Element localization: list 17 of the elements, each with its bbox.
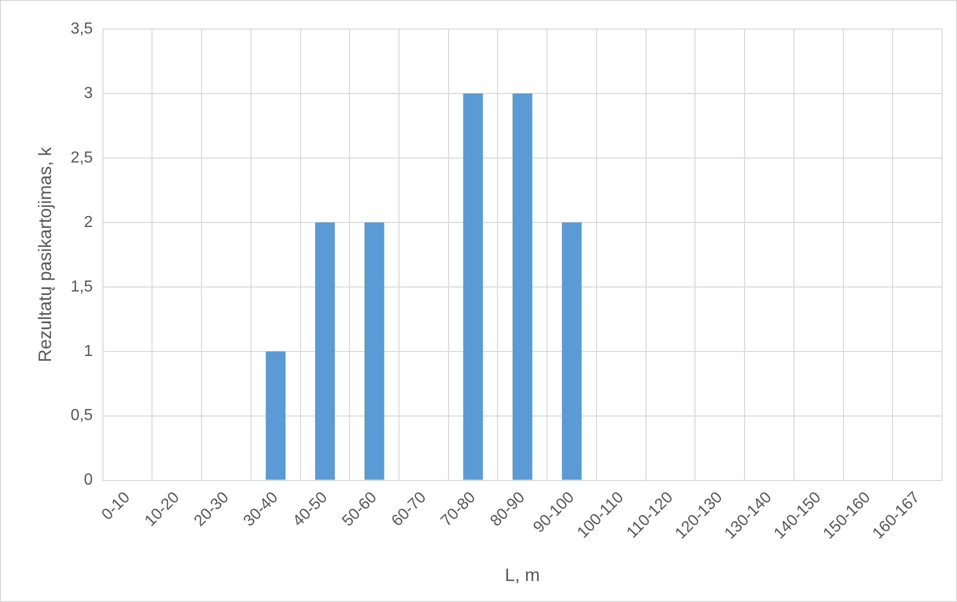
y-tick-label: 2,5 (70, 149, 93, 166)
y-tick-label: 0,5 (70, 407, 93, 424)
bar (364, 222, 384, 480)
bar (463, 93, 483, 480)
y-tick-label: 3 (84, 84, 93, 102)
bar (562, 222, 582, 480)
y-tick-label: 3,5 (70, 20, 93, 38)
bar (315, 222, 335, 480)
y-tick-label: 1 (84, 342, 93, 360)
x-axis-title: L, m (504, 565, 540, 586)
y-tick-label: 1,5 (70, 278, 93, 296)
y-tick-label: 0 (84, 472, 93, 489)
bar (512, 93, 532, 480)
bar (266, 351, 286, 480)
y-axis-title: Rezultatų pasikartojimas, k (34, 146, 55, 362)
y-tick-label: 2 (84, 214, 93, 231)
x-tick-label: 0-10 (98, 488, 134, 524)
